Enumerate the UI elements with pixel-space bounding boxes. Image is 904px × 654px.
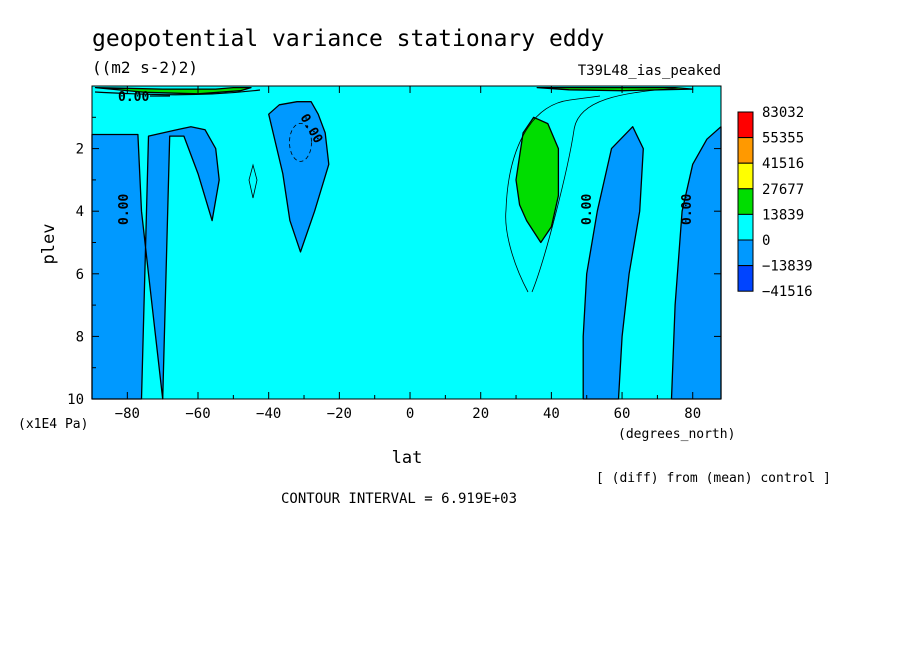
y-tick-label: 6 <box>76 267 84 283</box>
y-tick-label: 8 <box>76 329 84 345</box>
y-axis: 2 4 6 8 10 <box>67 116 721 408</box>
x-tick-label: 80 <box>684 406 701 422</box>
x-tick-label: 0 <box>406 406 414 422</box>
colorbar-swatch <box>737 265 754 292</box>
contour-label: 0.00 <box>680 194 695 225</box>
thin-contour-35n <box>505 87 681 293</box>
small-contour-45s <box>248 163 258 199</box>
top-contour-south <box>94 89 261 97</box>
colorbar-level-label: 55355 <box>762 131 804 147</box>
region-negative-cell-30s <box>268 101 330 253</box>
x-tick-label: 40 <box>543 406 560 422</box>
shaded-regions <box>91 86 722 400</box>
footnote: [ (diff) from (mean) control ] <box>596 471 831 486</box>
colorbar-level-label: 83032 <box>762 105 804 121</box>
units-label: ((m2 s-2)2) <box>92 58 198 77</box>
colorbar-swatch <box>737 213 754 241</box>
contour-label: 0.00 <box>580 194 595 225</box>
contour-interval-label: CONTOUR INTERVAL = 6.919E+03 <box>281 491 517 507</box>
contour-label: 0.00 <box>117 194 132 225</box>
run-label: T39L48_ias_peaked <box>578 63 721 79</box>
dashed-contour <box>289 122 312 162</box>
colorbar-swatch <box>737 239 754 267</box>
colorbar-level-label: 27677 <box>762 182 804 198</box>
x-tick-label: −80 <box>115 406 140 422</box>
region-positive-top-south <box>94 86 252 95</box>
region-positive-cell-35n <box>515 116 560 244</box>
x-tick-label: −20 <box>327 406 352 422</box>
region-negative-band-50n <box>582 126 644 400</box>
colorbar-swatch <box>737 111 754 139</box>
y-units-label: (x1E4 Pa) <box>18 417 88 432</box>
chart-title: geopotential variance stationary eddy <box>92 26 604 52</box>
colorbar-swatch <box>737 162 754 190</box>
region-negative-band-south <box>91 126 220 400</box>
y-tick-label: 2 <box>76 142 84 158</box>
x-tick-label: −60 <box>185 406 210 422</box>
x-tick-label: 20 <box>472 406 489 422</box>
contour-lines <box>94 87 681 293</box>
x-units-label: (degrees_north) <box>618 427 735 442</box>
x-axis-title: lat <box>392 448 423 468</box>
colorbar-level-label: −41516 <box>762 284 813 300</box>
colorbar-swatch <box>737 137 754 164</box>
colorbar-level-label: −13839 <box>762 259 813 275</box>
plot-area <box>91 85 722 400</box>
colorbar-level-label: 41516 <box>762 156 804 172</box>
colorbar-level-label: 13839 <box>762 207 804 223</box>
thin-contour-35n-outer <box>505 209 529 293</box>
y-tick-label: 10 <box>67 392 84 408</box>
x-axis: −80 −60 −40 −20 0 20 40 60 80 <box>91 86 701 422</box>
colorbar-legend: 83032 55355 41516 27677 13839 0 −13839 −41516 <box>737 105 813 300</box>
y-tick-label: 4 <box>76 204 84 220</box>
x-tick-label: 60 <box>614 406 631 422</box>
contour-label: 0.00 <box>118 90 149 105</box>
colorbar-swatch <box>737 188 754 215</box>
x-tick-label: −40 <box>256 406 281 422</box>
colorbar-level-label: 0 <box>762 233 770 249</box>
y-axis-title: plev <box>39 224 59 265</box>
